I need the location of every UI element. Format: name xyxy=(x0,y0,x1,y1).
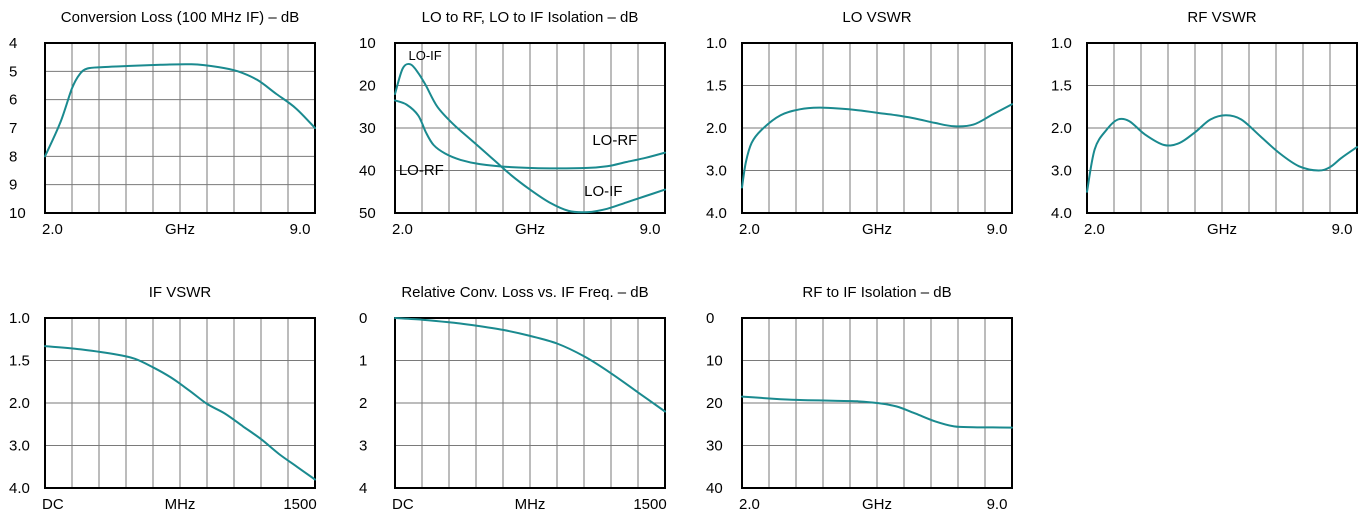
x-axis-unit: GHz xyxy=(165,221,195,238)
y-tick-label: 4 xyxy=(359,480,367,497)
x-tick-label: 1500 xyxy=(283,496,316,512)
y-tick-label: 2 xyxy=(359,395,367,412)
plot-frame xyxy=(394,42,666,214)
chart-title: LO to RF, LO to IF Isolation – dB xyxy=(422,9,639,26)
x-axis-unit: MHz xyxy=(165,496,196,512)
x-tick-label: DC xyxy=(42,496,64,512)
chart-if-vswr: IF VSWR 1.0 1.5 2.0 3.0 4.0 DC MHz 1500 xyxy=(9,284,317,512)
y-tick-label: 3.0 xyxy=(9,438,30,455)
x-tick-label: 9.0 xyxy=(290,221,311,238)
x-tick-label: 2.0 xyxy=(739,221,760,238)
x-tick-label: DC xyxy=(392,496,414,512)
y-tick-label: 1.0 xyxy=(706,35,727,52)
y-tick-label: 7 xyxy=(9,120,17,137)
y-tick-label: 3.0 xyxy=(706,163,727,180)
series-line-lo-rf xyxy=(394,99,666,170)
plot-frame xyxy=(741,317,1013,489)
chart-title: RF to IF Isolation – dB xyxy=(802,284,951,301)
x-tick-label: 9.0 xyxy=(1332,221,1353,238)
y-tick-label: 4.0 xyxy=(1051,205,1072,222)
y-tick-label: 4.0 xyxy=(9,480,30,497)
series-line xyxy=(741,395,1013,429)
y-tick-label: 1.0 xyxy=(9,310,30,327)
chart-rf-if-isolation: RF to IF Isolation – dB 0 10 20 30 40 2.0 GHz 9.… xyxy=(706,284,1013,512)
x-tick-label: 9.0 xyxy=(640,221,661,238)
plot-frame xyxy=(394,317,666,489)
y-tick-label: 0 xyxy=(706,310,714,327)
y-tick-label: 2.0 xyxy=(706,120,727,137)
y-tick-label: 8 xyxy=(9,148,17,165)
series-line xyxy=(394,317,666,413)
chart-conv-loss: Conversion Loss (100 MHz IF) – dB 4 5 6 7 8 9 1… xyxy=(9,9,316,238)
chart-title: LO VSWR xyxy=(842,9,911,26)
y-tick-label: 4 xyxy=(9,35,17,52)
chart-title: IF VSWR xyxy=(149,284,212,301)
x-tick-label: 2.0 xyxy=(392,221,413,238)
x-axis-unit: GHz xyxy=(862,496,892,512)
series-line xyxy=(44,345,316,481)
series-line xyxy=(741,103,1013,189)
series-annotation: LO-RF xyxy=(399,162,444,179)
chart-title: Relative Conv. Loss vs. IF Freq. – dB xyxy=(401,284,648,301)
y-tick-label: 1.5 xyxy=(706,78,727,95)
y-tick-label: 1.5 xyxy=(9,353,30,370)
y-tick-label: 5 xyxy=(9,63,17,80)
series-line xyxy=(44,63,316,158)
chart-rf-vswr: RF VSWR 1.0 1.5 2.0 3.0 4.0 2.0 GHz 9.0 xyxy=(1051,9,1358,238)
plot-frame xyxy=(741,42,1013,214)
y-tick-label: 3.0 xyxy=(1051,163,1072,180)
chart-lo-isolation: LO to RF, LO to IF Isolation – dB 10 20 30 4… xyxy=(359,9,666,238)
y-tick-label: 20 xyxy=(359,78,376,95)
y-tick-label: 10 xyxy=(706,353,723,370)
x-tick-label: 2.0 xyxy=(1084,221,1105,238)
y-tick-label: 1.5 xyxy=(1051,78,1072,95)
x-axis-unit: GHz xyxy=(862,221,892,238)
chart-rel-conv-loss: Relative Conv. Loss vs. IF Freq. – dB 0 1 2… xyxy=(359,284,667,512)
y-tick-label: 20 xyxy=(706,395,723,412)
x-axis-unit: MHz xyxy=(515,496,546,512)
series-line xyxy=(1086,114,1358,193)
x-axis-unit: GHz xyxy=(515,221,545,238)
chart-title: Conversion Loss (100 MHz IF) – dB xyxy=(61,9,299,26)
plot-frame xyxy=(44,317,316,489)
y-tick-label: 40 xyxy=(706,480,723,497)
y-tick-label: 3 xyxy=(359,438,367,455)
x-tick-label: 9.0 xyxy=(987,221,1008,238)
series-annotation: LO-RF xyxy=(592,132,637,149)
x-tick-label: 2.0 xyxy=(739,496,760,512)
y-tick-label: 1 xyxy=(359,353,367,370)
chart-title: RF VSWR xyxy=(1187,9,1256,26)
y-tick-label: 50 xyxy=(359,205,376,222)
y-tick-label: 40 xyxy=(359,163,376,180)
series-annotation: LO-IF xyxy=(409,48,442,63)
x-tick-label: 2.0 xyxy=(42,221,63,238)
y-tick-label: 2.0 xyxy=(1051,120,1072,137)
y-tick-label: 9 xyxy=(9,177,17,194)
y-tick-label: 10 xyxy=(9,205,26,222)
y-tick-label: 30 xyxy=(706,438,723,455)
x-tick-label: 9.0 xyxy=(987,496,1008,512)
chart-lo-vswr: LO VSWR 1.0 1.5 2.0 3.0 4.0 2.0 GHz 9.0 xyxy=(706,9,1013,238)
y-tick-label: 0 xyxy=(359,310,367,327)
y-tick-label: 10 xyxy=(359,35,376,52)
y-tick-label: 6 xyxy=(9,92,17,109)
series-annotation: LO-IF xyxy=(584,183,622,200)
y-tick-label: 30 xyxy=(359,120,376,137)
y-tick-label: 4.0 xyxy=(706,205,727,222)
y-tick-label: 2.0 xyxy=(9,395,30,412)
plot-frame xyxy=(1086,42,1358,214)
x-axis-unit: GHz xyxy=(1207,221,1237,238)
y-tick-label: 1.0 xyxy=(1051,35,1072,52)
x-tick-label: 1500 xyxy=(633,496,666,512)
